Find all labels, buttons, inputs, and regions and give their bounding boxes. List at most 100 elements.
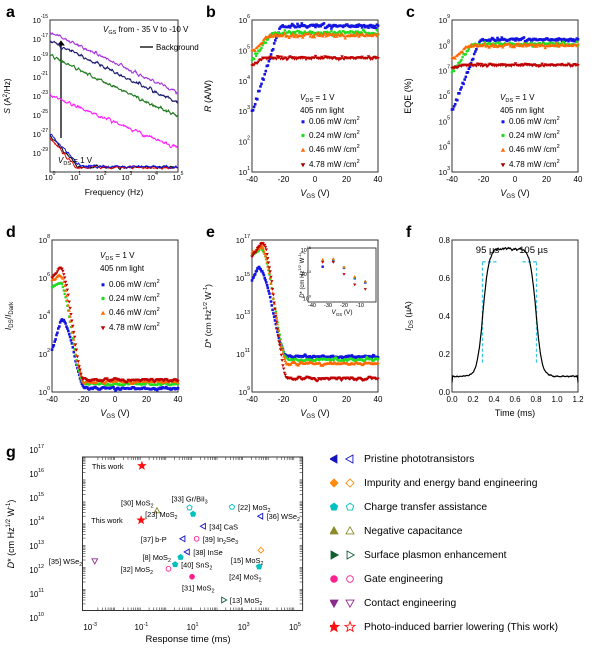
svg-text:Frequency (Hz): Frequency (Hz): [85, 187, 144, 197]
svg-text:1.2: 1.2: [572, 395, 584, 404]
svg-text:4.78 mW /cm2: 4.78 mW /cm2: [109, 322, 160, 332]
svg-text:106: 106: [39, 272, 50, 283]
svg-text:102: 102: [39, 348, 50, 359]
svg-text:VDS = 1 V: VDS = 1 V: [300, 93, 335, 104]
svg-text:100: 100: [45, 171, 56, 182]
svg-text:107: 107: [439, 65, 450, 76]
svg-text:0: 0: [313, 395, 318, 404]
svg-text:0.4: 0.4: [488, 395, 500, 404]
svg-text:[40] SnS2: [40] SnS2: [181, 561, 212, 572]
svg-text:20: 20: [142, 395, 151, 404]
svg-text:0.6: 0.6: [439, 274, 451, 283]
svg-text:1014: 1014: [29, 516, 44, 527]
svg-text:10-23: 10-23: [33, 90, 49, 101]
svg-text:D* (cm Hz1/2 W-1): D* (cm Hz1/2 W-1): [6, 500, 16, 569]
svg-text:0.0: 0.0: [446, 395, 458, 404]
svg-text:106: 106: [239, 14, 250, 25]
svg-text:10-3: 10-3: [83, 622, 97, 632]
svg-text:104: 104: [239, 75, 250, 86]
svg-text:40: 40: [574, 175, 583, 184]
svg-text:-20: -20: [278, 175, 290, 184]
svg-text:103: 103: [239, 105, 250, 116]
svg-text:0.2: 0.2: [467, 395, 479, 404]
svg-text:108: 108: [39, 234, 50, 245]
svg-text:0: 0: [113, 395, 118, 404]
svg-text:[32] MoS2: [32] MoS2: [121, 565, 154, 576]
svg-text:102: 102: [96, 171, 107, 182]
svg-text:105: 105: [173, 171, 184, 182]
svg-text:10-15: 10-15: [33, 14, 49, 25]
svg-text:10-21: 10-21: [33, 71, 49, 82]
svg-text:VDS = 1 V: VDS = 1 V: [500, 93, 535, 104]
svg-text:10-29: 10-29: [33, 147, 49, 158]
svg-text:0.8: 0.8: [439, 236, 451, 245]
svg-text:Negative capacitance: Negative capacitance: [364, 526, 463, 537]
svg-text:1011: 1011: [30, 588, 44, 599]
svg-text:VGS (V): VGS (V): [500, 188, 529, 200]
svg-text:[30] MoS2: [30] MoS2: [121, 499, 154, 510]
svg-text:VGS (V): VGS (V): [100, 408, 129, 420]
svg-text:-40: -40: [246, 395, 258, 404]
svg-text:1011: 1011: [236, 348, 250, 359]
svg-text:Photo-induced barrier lowering: Photo-induced barrier lowering (This wor…: [364, 622, 558, 633]
svg-text:0.06 mW /cm2: 0.06 mW /cm2: [309, 116, 360, 126]
svg-text:4.78 mW /cm2: 4.78 mW /cm2: [509, 159, 560, 169]
svg-text:40: 40: [374, 175, 383, 184]
svg-text:[13] MoS2: [13] MoS2: [230, 596, 263, 607]
svg-text:0.46 mW /cm2: 0.46 mW /cm2: [109, 307, 160, 317]
svg-text:Background: Background: [156, 43, 199, 52]
svg-text:[8] MoS2: [8] MoS2: [143, 553, 171, 564]
svg-text:101: 101: [70, 171, 81, 182]
svg-text:1010: 1010: [29, 612, 44, 623]
svg-text:-40: -40: [46, 395, 58, 404]
svg-text:S (A2/Hz): S (A2/Hz): [2, 78, 12, 114]
svg-text:101: 101: [187, 622, 199, 632]
svg-text:10-17: 10-17: [33, 33, 49, 44]
svg-text:103: 103: [238, 622, 250, 632]
svg-text:[23] MoS2: [23] MoS2: [145, 510, 178, 521]
svg-text:0.46 mW /cm2: 0.46 mW /cm2: [509, 144, 560, 154]
svg-text:405 nm light: 405 nm light: [100, 264, 145, 273]
svg-text:[37] b-P: [37] b-P: [141, 535, 167, 544]
svg-text:104: 104: [39, 310, 50, 321]
svg-text:-20: -20: [278, 395, 290, 404]
svg-text:10-27: 10-27: [33, 128, 49, 139]
svg-text:VGS (V): VGS (V): [300, 188, 329, 200]
svg-text:106: 106: [439, 90, 450, 101]
svg-text:0.06 mW /cm2: 0.06 mW /cm2: [509, 116, 560, 126]
svg-text:EQE (%): EQE (%): [403, 78, 413, 114]
svg-text:10-25: 10-25: [33, 109, 49, 120]
svg-text:[33] Gr/BiI3: [33] Gr/BiI3: [172, 495, 208, 506]
svg-text:Pristine phototransistors: Pristine phototransistors: [364, 454, 474, 465]
svg-text:1015: 1015: [29, 492, 44, 503]
svg-text:1017: 1017: [236, 234, 250, 245]
svg-text:0: 0: [313, 175, 318, 184]
svg-text:10-1: 10-1: [135, 622, 149, 632]
svg-text:405 nm light: 405 nm light: [500, 106, 545, 115]
svg-text:0.06 mW /cm2: 0.06 mW /cm2: [109, 279, 160, 289]
svg-text:[35] WSe2: [35] WSe2: [49, 557, 82, 568]
svg-text:-40: -40: [308, 303, 316, 309]
svg-text:0.8: 0.8: [530, 395, 542, 404]
svg-text:Time (ms): Time (ms): [495, 408, 535, 418]
svg-text:D* (cm Hz1/2 W-1): D* (cm Hz1/2 W-1): [203, 284, 213, 348]
svg-text:VGS from - 35 V to -10 V: VGS from - 35 V to -10 V: [103, 25, 189, 36]
svg-text:Contact engineering: Contact engineering: [364, 598, 456, 609]
svg-text:VDS = 1 V: VDS = 1 V: [100, 251, 135, 262]
svg-text:40: 40: [374, 395, 383, 404]
svg-text:1013: 1013: [29, 540, 44, 551]
svg-text:[38] InSe: [38] InSe: [193, 548, 223, 557]
svg-text:40: 40: [174, 395, 183, 404]
svg-text:[24] MoS2: [24] MoS2: [229, 573, 262, 584]
svg-text:0.24 mW /cm2: 0.24 mW /cm2: [509, 130, 560, 140]
svg-text:VDS = 1 V: VDS = 1 V: [58, 156, 93, 167]
svg-text:108: 108: [439, 39, 450, 50]
svg-text:109: 109: [439, 14, 450, 25]
svg-text:20: 20: [542, 175, 551, 184]
svg-text:IDS (µA): IDS (µA): [403, 301, 415, 331]
svg-text:VGS (V): VGS (V): [332, 309, 353, 317]
svg-text:104: 104: [147, 171, 158, 182]
svg-text:1.0: 1.0: [551, 395, 563, 404]
svg-text:0: 0: [513, 175, 518, 184]
svg-text:1012: 1012: [29, 564, 44, 575]
